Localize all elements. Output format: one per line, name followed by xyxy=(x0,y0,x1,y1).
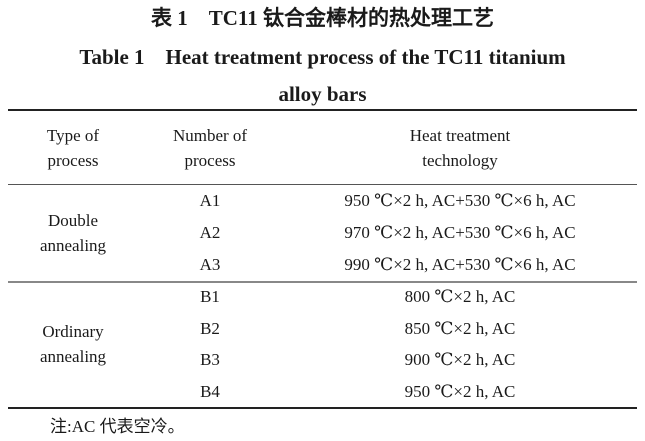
table-title-english-line2: alloy bars xyxy=(278,82,367,106)
row-number: B3 xyxy=(200,350,220,369)
top-rule xyxy=(8,109,637,111)
row-technology: 950 ℃×2 h, AC+530 ℃×6 h, AC xyxy=(344,191,576,210)
group-type-ordinary-annealing: Ordinary annealing xyxy=(8,319,138,369)
row-technology: 970 ℃×2 h, AC+530 ℃×6 h, AC xyxy=(344,223,576,242)
header-line: process xyxy=(47,151,99,170)
header-line: Number of xyxy=(172,126,248,145)
type-line: Double xyxy=(47,211,99,230)
row-technology: 900 ℃×2 h, AC xyxy=(404,350,516,369)
row-number: A3 xyxy=(199,255,221,274)
table-title-chinese: 表 1 TC11 钛合金棒材的热处理工艺 xyxy=(150,6,494,30)
table-title-english: Table 1 Heat treatment process of the TC… xyxy=(79,45,566,69)
row-technology: 800 ℃×2 h, AC xyxy=(404,287,516,306)
header-line: Heat treatment xyxy=(409,126,511,145)
group-type-double-annealing: Double annealing xyxy=(8,208,138,258)
row-technology: 990 ℃×2 h, AC+530 ℃×6 h, AC xyxy=(344,255,576,274)
header-heat-treatment-technology: Heat treatment technology xyxy=(280,123,640,173)
header-line: technology xyxy=(422,151,498,170)
header-number-of-process: Number of process xyxy=(150,123,270,173)
row-number: A2 xyxy=(199,223,221,242)
row-number: B2 xyxy=(200,319,220,338)
type-line: Ordinary xyxy=(42,322,104,341)
row-number: B4 xyxy=(200,382,220,401)
header-type-of-process: Type of process xyxy=(8,123,138,173)
table-note: 注:AC 代表空冷。 xyxy=(50,417,185,436)
row-technology: 850 ℃×2 h, AC xyxy=(404,319,516,338)
type-line: annealing xyxy=(39,347,107,366)
row-number: A1 xyxy=(199,191,221,210)
type-line: annealing xyxy=(39,236,107,255)
header-line: process xyxy=(184,151,236,170)
bottom-rule xyxy=(8,407,637,409)
header-rule xyxy=(8,184,637,185)
row-technology: 950 ℃×2 h, AC xyxy=(404,382,516,401)
group-rule xyxy=(8,281,637,283)
header-line: Type of xyxy=(46,126,100,145)
row-number: B1 xyxy=(200,287,220,306)
